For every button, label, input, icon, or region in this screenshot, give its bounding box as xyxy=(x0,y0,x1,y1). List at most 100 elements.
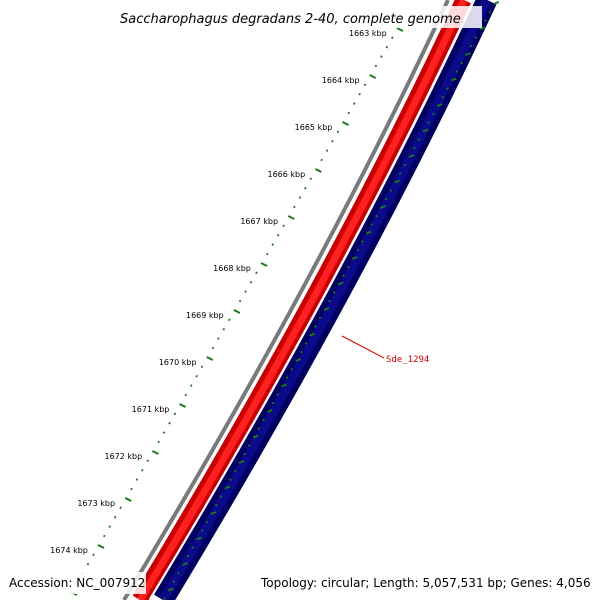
inner-scale-tick xyxy=(298,196,302,199)
outer-scale-tick xyxy=(337,281,344,286)
inner-scale-tick xyxy=(320,158,323,162)
outer-scale-tick xyxy=(304,342,308,345)
inner-scale-tick xyxy=(331,139,334,143)
divider xyxy=(148,0,476,600)
outer-scale-tick xyxy=(309,332,316,337)
outer-scale-tick xyxy=(332,291,336,294)
outer-scale-tick xyxy=(163,597,166,600)
summary-text: Topology: circular; Length: 5,057,531 bp… xyxy=(260,576,591,590)
track-layer xyxy=(122,0,497,600)
inner-scale-tick xyxy=(135,478,139,481)
inner-scale-tick xyxy=(157,440,160,444)
outer-scale-tick xyxy=(460,61,463,65)
outer-scale-tick xyxy=(432,112,435,116)
outer-scale-tick xyxy=(370,223,374,226)
outer-scale-tick xyxy=(290,367,293,371)
outer-scale-tick xyxy=(375,214,378,218)
outer-scale-ticks xyxy=(163,1,500,600)
inner-scale-tick xyxy=(249,280,253,284)
outer-scale-tick xyxy=(219,495,223,498)
inner-scale-tick xyxy=(206,356,214,361)
outer-scale-tick xyxy=(299,350,303,354)
outer-scale-tick xyxy=(347,265,350,269)
outer-scale-tick xyxy=(196,536,202,541)
outer-scale-tick xyxy=(314,325,317,328)
outer-scale-tick xyxy=(361,240,364,243)
inner-scale-tick xyxy=(325,149,329,152)
kbp-label: 1665 kbp xyxy=(295,123,333,132)
outer-scale-tick xyxy=(441,95,444,99)
outer-scale-tick xyxy=(167,587,174,592)
outer-scale-tick xyxy=(224,485,231,490)
outer-scale-tick xyxy=(238,460,245,464)
outer-scale-tick xyxy=(366,230,372,235)
outer-scale-tick xyxy=(483,19,487,22)
kbp-label: 1667 kbp xyxy=(240,217,278,226)
outer-scale-tick xyxy=(229,478,232,481)
outer-scale-tick xyxy=(281,383,287,388)
inner-scale-tick xyxy=(391,36,394,40)
outer-scale-tick xyxy=(295,358,302,362)
outer-scale-tick xyxy=(266,409,273,413)
kbp-label: 1668 kbp xyxy=(213,264,251,273)
accession-text: Accession: NC_007912 xyxy=(9,576,145,590)
outer-scale-tick xyxy=(389,189,393,192)
outer-scale-tick xyxy=(210,511,217,515)
outer-scale-tick xyxy=(262,418,265,422)
inner-scale-tick xyxy=(342,121,350,126)
inner-scale-tick xyxy=(336,130,340,134)
gc-track-outer xyxy=(122,0,450,600)
inner-scale-tick xyxy=(173,412,177,416)
inner-scale-tick xyxy=(168,421,171,425)
outer-scale-tick xyxy=(182,562,188,566)
outer-scale-tick xyxy=(271,401,275,405)
kbp-label: 1671 kbp xyxy=(132,405,170,414)
inner-scale-tick xyxy=(304,186,307,190)
kbp-labels: 1663 kbp 1664 kbp 1665 kbp 1666 kbp 1667 kbp… xyxy=(50,29,387,555)
reverse-track-light xyxy=(159,0,492,600)
kbp-label: 1666 kbp xyxy=(268,170,306,179)
inner-scale-tick xyxy=(282,224,285,228)
inner-scale-tick xyxy=(396,27,404,32)
outer-scale-tick xyxy=(323,307,330,311)
outer-scale-tick xyxy=(398,172,402,175)
title-background xyxy=(115,6,482,28)
outer-scale-tick xyxy=(328,299,331,303)
outer-scale-tick xyxy=(413,146,416,150)
inner-scale-tick xyxy=(92,553,95,557)
outer-scale-tick xyxy=(427,121,430,124)
inner-scale-tick xyxy=(255,271,258,275)
outer-scale-tick xyxy=(177,571,180,575)
map-title: Saccharophagus degradans 2-40, complete … xyxy=(120,12,461,27)
outer-scale-tick xyxy=(455,70,459,73)
gene-label: Sde_1294 xyxy=(386,355,429,365)
inner-scale-tick xyxy=(352,102,356,105)
inner-scale-tick xyxy=(113,515,117,519)
inner-scale-tick xyxy=(260,262,268,267)
inner-scale-tick xyxy=(293,205,296,209)
inner-scale-tick xyxy=(103,534,106,538)
outer-scale-tick xyxy=(191,546,194,549)
outer-scale-tick xyxy=(488,10,492,14)
outer-scale-tick xyxy=(186,554,190,558)
inner-scale-tick xyxy=(130,487,133,491)
inner-scale-tick xyxy=(200,365,204,369)
inner-scale-tick xyxy=(244,290,247,293)
outer-scale-tick xyxy=(205,520,209,524)
outer-scale-tick xyxy=(384,197,388,201)
inner-scale-tick xyxy=(276,233,280,237)
outer-scale-tick xyxy=(285,376,289,379)
inner-scale-tick xyxy=(369,74,377,79)
outer-scale-tick xyxy=(422,128,429,133)
outer-scale-tick xyxy=(318,316,322,320)
inner-scale-tick xyxy=(363,83,367,87)
inner-scale-tick xyxy=(358,92,361,96)
inner-scale-tick xyxy=(141,468,144,472)
inner-scale-tick xyxy=(271,243,274,246)
inner-scale-tick xyxy=(184,393,188,397)
inner-scale-tick xyxy=(233,309,241,314)
outer-scale-tick xyxy=(172,580,176,583)
inner-scale-tick xyxy=(347,111,351,115)
outer-scale-tick xyxy=(215,503,218,507)
kbp-label: 1670 kbp xyxy=(159,358,197,367)
